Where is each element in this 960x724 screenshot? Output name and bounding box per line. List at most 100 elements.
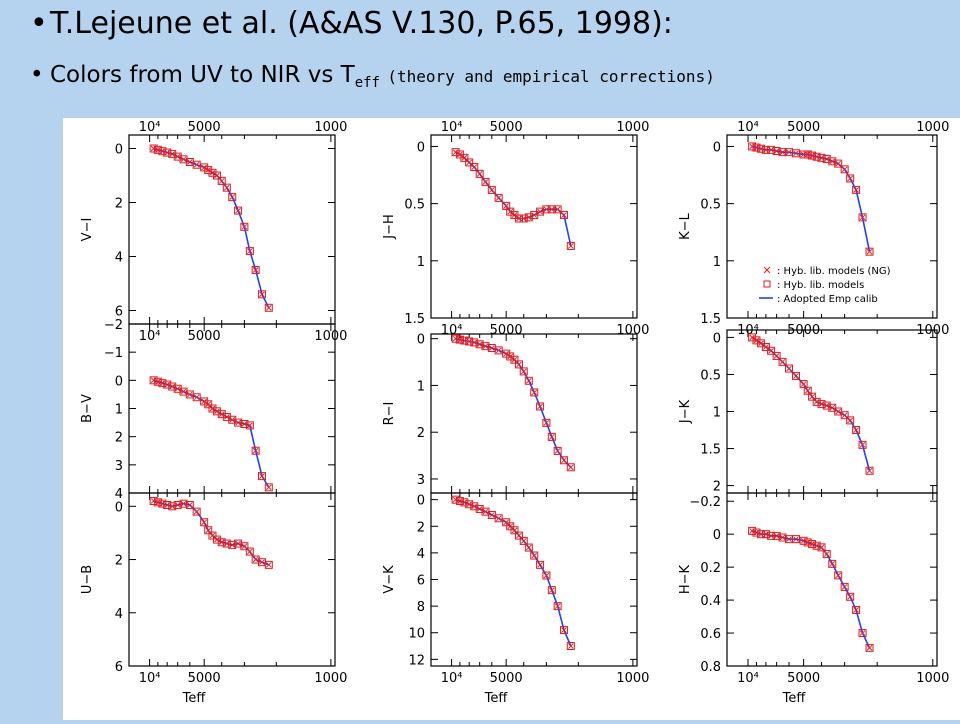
model-point	[761, 145, 770, 154]
model-point-ng	[554, 448, 561, 454]
y-tick-label: 1.5	[404, 312, 425, 327]
model-point-ng	[205, 167, 212, 173]
bullet-reference-text: T.Lejeune et al. (A&AS V.130, P.65, 1998…	[50, 6, 673, 41]
model-point-ng	[488, 187, 495, 193]
model-point-ng	[543, 420, 550, 426]
y-tick-label: 6	[417, 574, 425, 589]
model-point	[772, 351, 781, 360]
y-tick-label: 2	[115, 554, 123, 569]
model-point-ng	[786, 536, 792, 542]
x-tick-label: 5000	[188, 329, 221, 344]
model-point-ng	[859, 442, 866, 448]
model-point-ng	[853, 187, 859, 193]
model-point-ng	[804, 151, 811, 158]
model-point-ng	[537, 562, 543, 568]
model-point	[524, 376, 533, 385]
model-point-ng	[531, 552, 538, 559]
model-point	[240, 542, 249, 551]
y-tick-label: 0.2	[700, 561, 721, 576]
model-point	[865, 643, 874, 652]
y-tick-label: 0.8	[700, 660, 721, 675]
model-point-ng	[749, 334, 755, 341]
model-point	[784, 364, 793, 373]
x-tick-label: 5000	[787, 671, 820, 686]
model-point	[451, 148, 460, 157]
model-point-ng	[561, 212, 567, 218]
model-point-ng	[554, 603, 561, 609]
model-point	[251, 446, 260, 455]
model-point	[846, 174, 855, 183]
y-tick-label: 0	[115, 500, 123, 515]
model-point	[846, 416, 855, 425]
model-point	[470, 163, 479, 172]
model-point	[200, 163, 209, 172]
y-tick-label: 2	[115, 197, 123, 212]
model-point	[245, 547, 254, 556]
model-point-ng	[186, 502, 193, 508]
model-point	[251, 266, 260, 274]
x-tick-label: 5000	[188, 671, 221, 686]
model-point	[536, 402, 545, 411]
model-point	[510, 526, 519, 535]
plot-frame	[726, 492, 938, 667]
model-point	[204, 166, 213, 175]
plot-frame	[430, 492, 638, 667]
model-point-ng	[209, 405, 216, 412]
top-tick-label: 5000	[787, 120, 820, 135]
model-point-ng	[252, 447, 259, 454]
y-axis-label: B−V	[80, 394, 95, 423]
model-point	[179, 387, 188, 396]
y-tick-label: 0.5	[700, 198, 721, 213]
model-point-ng	[853, 607, 859, 613]
model-point-ng	[516, 361, 522, 368]
model-point-ng	[180, 156, 187, 163]
model-point	[481, 342, 490, 351]
model-point-ng	[265, 562, 272, 568]
top-tick-label: 5000	[490, 120, 523, 135]
y-tick-label: 0	[115, 143, 123, 158]
x-tick-label: 1000	[314, 671, 347, 686]
model-point	[460, 498, 469, 507]
model-point-ng	[841, 584, 848, 590]
model-point	[767, 531, 776, 540]
plot-frame	[430, 134, 638, 319]
x-tick-label: 1000	[616, 671, 649, 686]
model-point-ng	[567, 643, 574, 649]
model-point-ng	[847, 417, 853, 424]
model-point-ng	[495, 347, 502, 354]
y-tick-label: 4	[115, 607, 123, 622]
model-point-ng	[779, 149, 786, 155]
model-point	[200, 518, 209, 527]
model-point	[179, 155, 188, 164]
y-tick-label: 6	[115, 660, 123, 675]
model-point	[245, 247, 254, 256]
model-point-ng	[476, 171, 483, 177]
top-tick-label: 1000	[616, 120, 649, 135]
model-point	[748, 526, 757, 535]
model-point-ng	[241, 223, 248, 230]
model-point-ng	[193, 394, 200, 401]
model-point-ng	[452, 496, 459, 503]
model-point-ng	[265, 304, 272, 311]
bullet-colors: • Colors from UV to NIR vs Teff (theory a…	[30, 62, 715, 91]
model-point	[264, 303, 273, 312]
model-point	[465, 158, 474, 167]
y-tick-label: 1.5	[700, 312, 721, 327]
model-point-ng	[786, 149, 792, 155]
model-point-ng	[809, 152, 815, 159]
model-point	[559, 456, 568, 465]
y-tick-label: 1	[417, 379, 425, 394]
model-point-ng	[526, 377, 532, 384]
model-point	[234, 206, 243, 215]
model-point-ng	[561, 457, 567, 464]
y-tick-label: 1	[417, 255, 425, 270]
model-point-ng	[150, 498, 157, 504]
model-point	[803, 386, 812, 395]
plot-frame	[128, 492, 336, 667]
x-tick-label: 1000	[314, 329, 347, 344]
model-point	[791, 149, 800, 158]
y-tick-label: −1	[104, 346, 123, 361]
model-point-ng	[804, 387, 811, 394]
model-point	[264, 483, 273, 492]
model-point-ng	[174, 385, 181, 392]
